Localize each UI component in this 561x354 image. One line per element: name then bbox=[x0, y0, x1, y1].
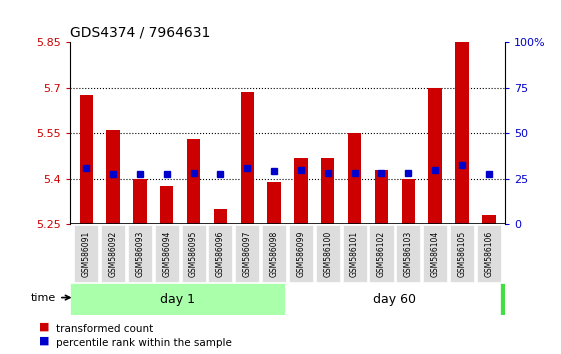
FancyBboxPatch shape bbox=[155, 225, 179, 282]
Text: percentile rank within the sample: percentile rank within the sample bbox=[56, 338, 232, 348]
Text: GDS4374 / 7964631: GDS4374 / 7964631 bbox=[70, 26, 210, 40]
Text: GSM586092: GSM586092 bbox=[109, 230, 118, 277]
FancyBboxPatch shape bbox=[423, 225, 447, 282]
Text: day 1: day 1 bbox=[160, 293, 195, 306]
FancyBboxPatch shape bbox=[208, 225, 232, 282]
Bar bbox=[80, 96, 93, 224]
Bar bbox=[321, 158, 334, 224]
Bar bbox=[187, 139, 200, 224]
Text: GSM586099: GSM586099 bbox=[296, 230, 305, 277]
Text: GSM586093: GSM586093 bbox=[135, 230, 144, 277]
FancyBboxPatch shape bbox=[101, 225, 125, 282]
Text: GSM586091: GSM586091 bbox=[82, 230, 91, 277]
FancyBboxPatch shape bbox=[369, 225, 393, 282]
Text: GSM586106: GSM586106 bbox=[484, 230, 493, 277]
Bar bbox=[402, 179, 415, 224]
Bar bbox=[429, 88, 442, 224]
Text: time: time bbox=[31, 292, 70, 303]
Text: GSM586103: GSM586103 bbox=[404, 230, 413, 277]
Text: GSM586105: GSM586105 bbox=[457, 230, 466, 277]
Text: GSM586102: GSM586102 bbox=[377, 231, 386, 277]
Bar bbox=[455, 42, 468, 224]
Text: GSM586097: GSM586097 bbox=[243, 230, 252, 277]
Text: GSM586104: GSM586104 bbox=[431, 230, 440, 277]
Text: ■: ■ bbox=[39, 321, 50, 331]
FancyBboxPatch shape bbox=[262, 225, 286, 282]
FancyBboxPatch shape bbox=[450, 225, 474, 282]
Bar bbox=[294, 158, 307, 224]
Bar bbox=[160, 186, 173, 224]
FancyBboxPatch shape bbox=[396, 225, 420, 282]
Bar bbox=[107, 130, 120, 224]
Bar bbox=[375, 170, 388, 224]
FancyBboxPatch shape bbox=[289, 225, 313, 282]
Text: ■: ■ bbox=[39, 335, 50, 346]
FancyBboxPatch shape bbox=[74, 225, 98, 282]
Text: transformed count: transformed count bbox=[56, 324, 153, 334]
Text: GSM586094: GSM586094 bbox=[162, 230, 171, 277]
Text: GSM586096: GSM586096 bbox=[216, 230, 225, 277]
Bar bbox=[241, 92, 254, 224]
Bar bbox=[348, 133, 361, 224]
Text: GSM586098: GSM586098 bbox=[270, 230, 279, 277]
FancyBboxPatch shape bbox=[182, 225, 206, 282]
Bar bbox=[133, 179, 146, 224]
FancyBboxPatch shape bbox=[477, 225, 501, 282]
FancyBboxPatch shape bbox=[343, 225, 367, 282]
FancyBboxPatch shape bbox=[70, 283, 285, 315]
FancyBboxPatch shape bbox=[499, 283, 561, 315]
Text: day 60: day 60 bbox=[374, 293, 416, 306]
Bar bbox=[268, 182, 281, 224]
Text: GSM586095: GSM586095 bbox=[189, 230, 198, 277]
Bar bbox=[214, 209, 227, 224]
Text: GSM586101: GSM586101 bbox=[350, 231, 359, 277]
FancyBboxPatch shape bbox=[235, 225, 259, 282]
FancyBboxPatch shape bbox=[316, 225, 340, 282]
Bar bbox=[482, 215, 495, 224]
Text: GSM586100: GSM586100 bbox=[323, 230, 332, 277]
FancyBboxPatch shape bbox=[128, 225, 152, 282]
